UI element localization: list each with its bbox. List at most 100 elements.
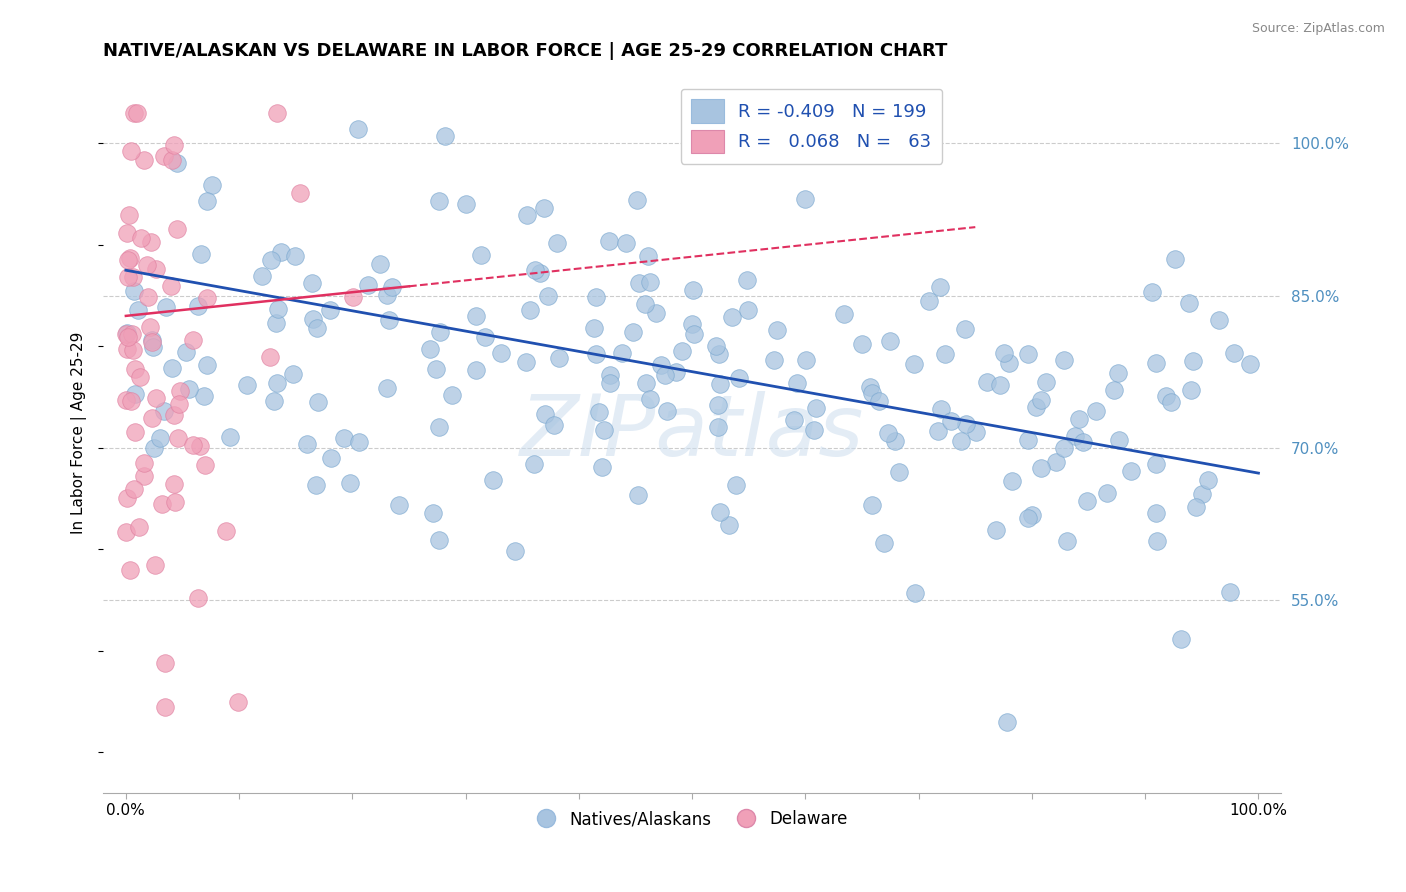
Point bbox=[368, 257, 391, 271]
Point bbox=[193, 390, 215, 404]
Point bbox=[860, 498, 883, 512]
Point bbox=[1144, 457, 1167, 471]
Point bbox=[429, 325, 451, 339]
Point bbox=[665, 365, 688, 379]
Point bbox=[627, 276, 650, 290]
Point bbox=[375, 288, 398, 302]
Point bbox=[707, 398, 730, 412]
Point bbox=[378, 312, 401, 326]
Point bbox=[197, 291, 219, 305]
Point bbox=[548, 351, 571, 365]
Point bbox=[598, 234, 620, 248]
Point bbox=[766, 323, 789, 337]
Point bbox=[1017, 433, 1039, 447]
Point bbox=[655, 404, 678, 418]
Point bbox=[117, 342, 139, 356]
Point bbox=[988, 378, 1011, 392]
Point bbox=[121, 326, 143, 341]
Point bbox=[585, 347, 607, 361]
Point bbox=[155, 300, 177, 314]
Point bbox=[582, 320, 605, 334]
Point bbox=[141, 335, 163, 350]
Point bbox=[955, 322, 977, 336]
Point bbox=[183, 438, 205, 452]
Point bbox=[671, 344, 693, 359]
Point bbox=[1164, 252, 1187, 267]
Point bbox=[995, 714, 1018, 729]
Point bbox=[1219, 585, 1241, 599]
Point bbox=[536, 289, 558, 303]
Point bbox=[427, 533, 450, 547]
Point bbox=[427, 419, 450, 434]
Point bbox=[139, 319, 162, 334]
Point bbox=[986, 523, 1008, 537]
Point bbox=[117, 269, 139, 284]
Point bbox=[153, 700, 176, 714]
Point bbox=[1185, 500, 1208, 514]
Point bbox=[614, 235, 637, 250]
Point bbox=[134, 468, 156, 483]
Point bbox=[152, 497, 174, 511]
Point bbox=[129, 370, 152, 384]
Point bbox=[806, 401, 828, 415]
Point bbox=[153, 657, 176, 671]
Point bbox=[1160, 394, 1182, 409]
Point bbox=[868, 394, 890, 409]
Point bbox=[177, 382, 200, 396]
Point bbox=[626, 193, 648, 207]
Point bbox=[709, 506, 731, 520]
Point bbox=[333, 431, 356, 445]
Point bbox=[993, 345, 1015, 359]
Point bbox=[464, 309, 486, 323]
Point bbox=[929, 402, 952, 417]
Point bbox=[163, 408, 186, 422]
Point bbox=[321, 451, 343, 466]
Point bbox=[860, 385, 883, 400]
Point bbox=[136, 290, 159, 304]
Legend: Natives/Alaskans, Delaware: Natives/Alaskans, Delaware bbox=[530, 804, 855, 835]
Point bbox=[115, 392, 138, 407]
Point bbox=[640, 275, 662, 289]
Point bbox=[1107, 366, 1129, 380]
Point bbox=[127, 106, 149, 120]
Point bbox=[1181, 354, 1204, 368]
Point bbox=[515, 355, 537, 369]
Point bbox=[516, 208, 538, 222]
Point bbox=[419, 343, 441, 357]
Point bbox=[681, 317, 703, 331]
Point bbox=[1142, 285, 1164, 299]
Point bbox=[456, 196, 478, 211]
Point bbox=[1180, 383, 1202, 397]
Point bbox=[599, 376, 621, 391]
Point bbox=[682, 283, 704, 297]
Point bbox=[591, 460, 613, 475]
Point bbox=[1108, 433, 1130, 447]
Point bbox=[305, 478, 328, 492]
Point bbox=[949, 434, 972, 449]
Point bbox=[934, 346, 956, 360]
Point bbox=[128, 520, 150, 534]
Point bbox=[1146, 534, 1168, 549]
Point bbox=[1144, 356, 1167, 370]
Point bbox=[425, 362, 447, 376]
Point bbox=[872, 536, 894, 550]
Point bbox=[388, 498, 411, 512]
Point bbox=[543, 417, 565, 432]
Point bbox=[122, 284, 145, 298]
Point bbox=[876, 425, 898, 440]
Point bbox=[259, 351, 281, 365]
Point bbox=[190, 247, 212, 261]
Point bbox=[129, 231, 152, 245]
Point bbox=[1076, 493, 1098, 508]
Point bbox=[889, 465, 911, 479]
Point bbox=[381, 280, 404, 294]
Point bbox=[1178, 296, 1201, 310]
Point bbox=[188, 438, 211, 452]
Point bbox=[534, 407, 557, 421]
Point bbox=[1056, 534, 1078, 549]
Point bbox=[115, 525, 138, 540]
Y-axis label: In Labor Force | Age 25-29: In Labor Force | Age 25-29 bbox=[72, 331, 87, 533]
Point bbox=[1017, 347, 1039, 361]
Point bbox=[1067, 412, 1090, 426]
Point bbox=[588, 405, 610, 419]
